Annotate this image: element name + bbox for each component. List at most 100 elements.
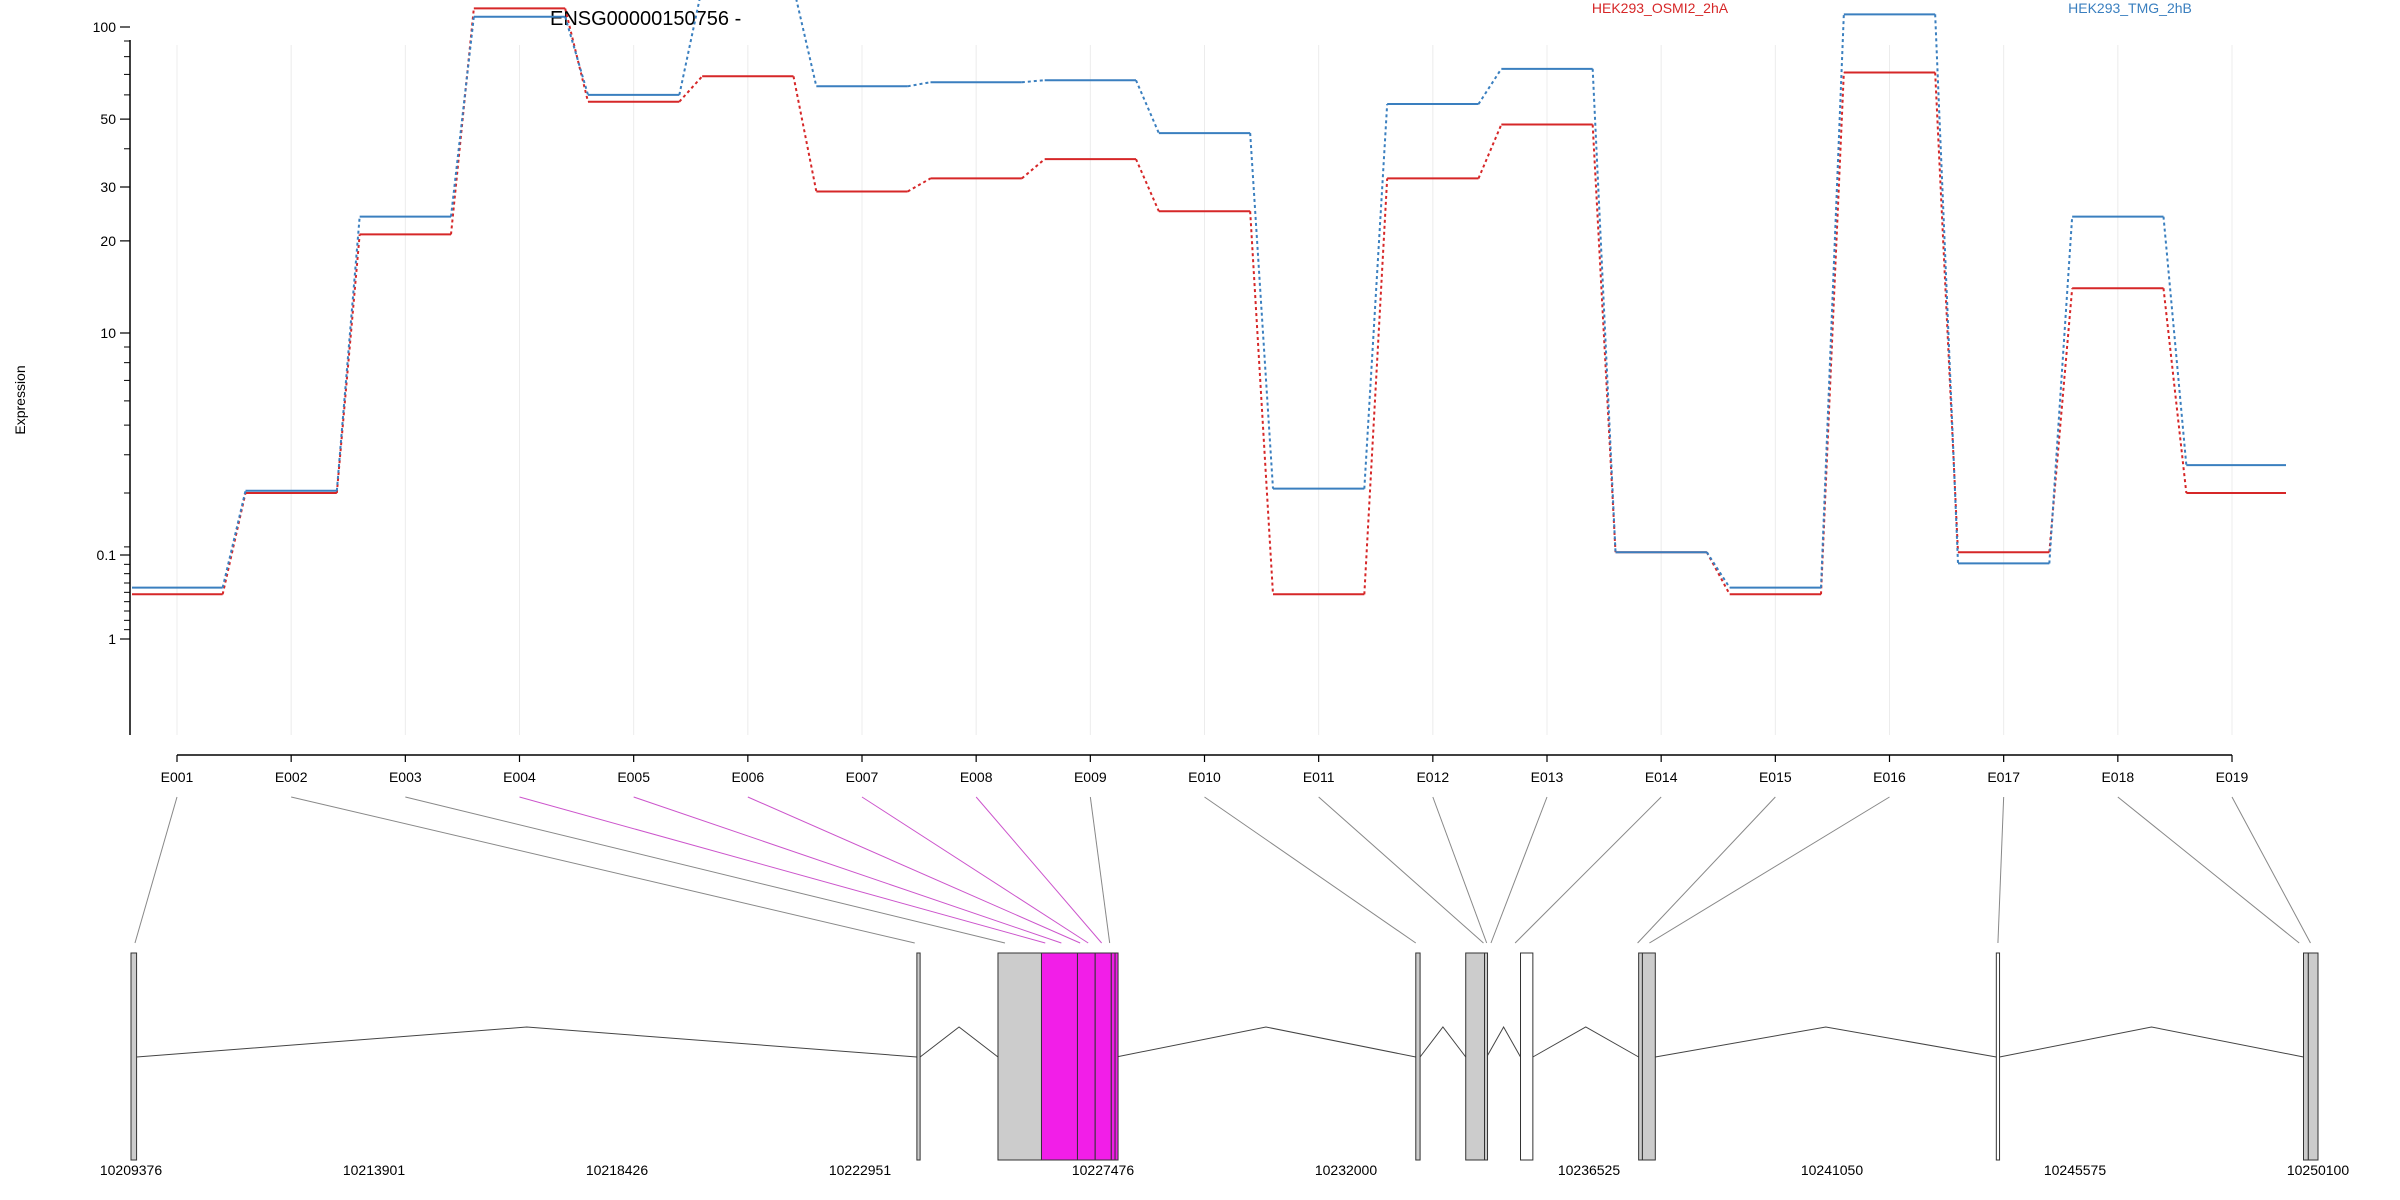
exon-connector-E017 — [1997, 796, 2005, 944]
series-1-link — [1249, 211, 1274, 595]
x-tick-label-E007: E007 — [846, 769, 879, 785]
genomic-coordinate-label: 10241050 — [1801, 1162, 1864, 1178]
x-tick-label-E008: E008 — [960, 769, 993, 785]
series-1-link — [335, 234, 361, 494]
exon-box-7 — [1110, 952, 1116, 1161]
series-1-link — [1591, 124, 1617, 553]
x-tick-label-E013: E013 — [1531, 769, 1564, 785]
series-1-link — [221, 492, 247, 595]
series-1-link — [1135, 158, 1160, 212]
exon-connector-E002 — [291, 796, 915, 944]
exon-box-5 — [1076, 952, 1096, 1161]
y-tick-label: 50 — [100, 111, 116, 127]
genomic-coordinate-label: 10236525 — [1558, 1162, 1621, 1178]
series-2-link — [795, 0, 818, 87]
series-2-link — [1820, 14, 1845, 588]
series-1-link — [1820, 72, 1845, 595]
genomic-coordinate-label: 10222951 — [829, 1162, 892, 1178]
y-tick-label: 30 — [100, 179, 116, 195]
exon-connector-E001 — [134, 796, 178, 944]
exon-connector-E018 — [2117, 796, 2300, 944]
y-tick-label: 20 — [100, 233, 116, 249]
exon-box-8 — [1114, 952, 1119, 1161]
y-tick-label: 10 — [100, 325, 116, 341]
exon-connector-E007 — [861, 796, 1089, 944]
series-1-link — [1477, 124, 1503, 179]
exon-box-2 — [916, 952, 921, 1161]
exon-box-15 — [1995, 952, 2001, 1161]
exon-box-11 — [1484, 952, 1489, 1161]
x-tick-label-E009: E009 — [1074, 769, 1107, 785]
exon-connector-E004 — [519, 796, 1046, 944]
intron-line — [1999, 1026, 2304, 1058]
series-1-link — [564, 8, 589, 102]
series-2-link — [335, 216, 361, 491]
exon-box-1 — [130, 952, 138, 1161]
intron-line — [1116, 1026, 1416, 1058]
x-tick-label-E017: E017 — [1987, 769, 2020, 785]
series-1-link — [2162, 288, 2188, 494]
exon-box-16 — [2303, 952, 2309, 1161]
intron-line — [1419, 1026, 1467, 1058]
x-tick-label-E006: E006 — [731, 769, 764, 785]
exon-connector-E011 — [1318, 796, 1484, 944]
exon-connector-E005 — [633, 796, 1062, 944]
exon-connector-E014 — [1514, 796, 1662, 944]
x-tick-label-E012: E012 — [1416, 769, 1449, 785]
x-tick-label-E014: E014 — [1645, 769, 1678, 785]
genomic-coordinate-label: 10213901 — [343, 1162, 406, 1178]
x-tick-label-E016: E016 — [1873, 769, 1906, 785]
series-lines — [132, 0, 2286, 596]
x-tick-label-E018: E018 — [2101, 769, 2134, 785]
genomic-coordinate-label: 10250100 — [2287, 1162, 2350, 1178]
x-tick-label-E005: E005 — [617, 769, 650, 785]
series-2-link — [678, 0, 701, 96]
series-2-link — [907, 81, 931, 88]
series-2-link — [1021, 79, 1045, 84]
intron-line — [136, 1026, 917, 1058]
y-tick-label: 1 — [108, 631, 116, 647]
series-1-link — [1363, 178, 1389, 595]
exon-connector-E019 — [2231, 796, 2311, 944]
exon-box-13 — [1638, 952, 1643, 1161]
series-2-link — [2162, 216, 2188, 466]
legend-entry-series-1: HEK293_OSMI2_2hA — [1592, 0, 1729, 16]
exon-connector-E010 — [1204, 796, 1417, 944]
series-1-link — [907, 177, 931, 193]
x-tick-label-E002: E002 — [275, 769, 308, 785]
x-gridlines — [176, 45, 2233, 735]
exon-box-4 — [1040, 952, 1078, 1161]
x-tick-label-E004: E004 — [503, 769, 536, 785]
chart-title: ENSG00000150756 - — [550, 8, 741, 30]
exon-connector-E003 — [405, 796, 1006, 944]
exon-box-10 — [1465, 952, 1486, 1161]
y-tick-label: 0.1 — [97, 547, 117, 563]
exon-connectors — [134, 796, 2311, 944]
y-axis-label: Expression — [12, 365, 28, 434]
exon-connector-E006 — [747, 796, 1081, 944]
exon-connector-E016 — [1649, 796, 1890, 944]
series-2-link — [221, 490, 247, 588]
exon-connector-E012 — [1432, 796, 1488, 944]
series-2-link — [1591, 68, 1617, 553]
intron-line — [1532, 1026, 1639, 1058]
series-2-link — [1135, 79, 1160, 134]
y-tick-label: 100 — [93, 19, 117, 35]
intron-line — [1486, 1025, 1521, 1058]
exon-box-17 — [2307, 952, 2319, 1161]
genomic-coordinate-label: 10245575 — [2044, 1162, 2107, 1178]
genomic-coordinate-label: 10232000 — [1315, 1162, 1378, 1178]
exon-connector-E013 — [1490, 796, 1548, 944]
series-2-link — [564, 16, 589, 96]
series-1-link — [450, 8, 475, 235]
genomic-coordinate-label: 10209376 — [100, 1162, 163, 1178]
intron-line — [919, 1026, 999, 1058]
x-axis: E001 E002 E003 E004 E005 E006 E007 E008 E009 E010… — [161, 754, 2249, 785]
series-1-link — [678, 75, 703, 103]
x-tick-label-E010: E010 — [1188, 769, 1221, 785]
x-tick-label-E003: E003 — [389, 769, 422, 785]
x-tick-label-E019: E019 — [2216, 769, 2249, 785]
series-2-link — [1363, 103, 1389, 489]
exon-box-6 — [1094, 952, 1112, 1161]
